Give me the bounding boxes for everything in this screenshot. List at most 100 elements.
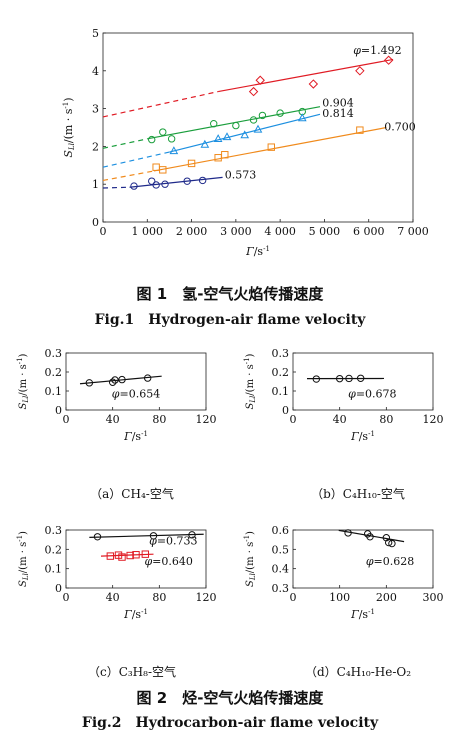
d-x-tick-label: 0: [290, 591, 297, 604]
fig1-y-tick-label: 3: [92, 103, 99, 116]
c-series-1-point: [141, 550, 150, 558]
c-series-0-label: φ=0.733: [149, 535, 197, 548]
fig1-series-3-point: [267, 143, 275, 151]
c-series-1-point: [126, 551, 134, 560]
b-series-0-point: [356, 374, 365, 382]
c-y-tick-label: 0.1: [45, 563, 63, 576]
d-plot-frame: [292, 529, 434, 589]
fig1-series-3-fit-line: [153, 126, 387, 172]
c-y-tick-label: 0: [55, 582, 62, 595]
fig1-series-4-point: [152, 181, 160, 189]
a-series-0-point: [143, 374, 152, 382]
c-x-axis-label: Γ/s-1: [123, 608, 148, 621]
c-plot-frame: [65, 529, 207, 589]
fig1-y-tick-label: 4: [92, 65, 99, 78]
fig1-series-0-point: [355, 66, 365, 76]
b-series-0-point: [335, 374, 344, 383]
fig2-caption-cn: 图 2 烃-空气火焰传播速度: [136, 689, 324, 707]
a-x-axis-label: Γ/s-1: [123, 430, 148, 443]
fig2-caption-en: Fig.2 Hydrocarbon-air flame velocity: [81, 715, 379, 731]
a-series-0-label: φ=0.654: [112, 388, 160, 401]
fig1-series-2-point: [253, 124, 263, 133]
fig1-series-1-point: [167, 135, 176, 143]
fig1-y-tick-label: 1: [92, 178, 99, 191]
fig1-series-1-point: [210, 120, 218, 128]
d-series-0-label: φ=0.628: [366, 555, 414, 568]
b-y-tick-label: 0.1: [272, 385, 290, 398]
fig1-series-3-point: [221, 151, 229, 159]
a-series-0-point: [118, 375, 126, 384]
fig1-series-3-point: [159, 166, 167, 174]
subcaption-b: （b）C₄H₁₀-空气: [311, 487, 405, 501]
fig1-caption-en: Fig.1 Hydrogen-air flame velocity: [94, 312, 366, 328]
fig1-x-tick-label: 2 000: [176, 225, 208, 238]
b-series-0-label: φ=0.678: [348, 388, 396, 401]
fig1-series-1-point: [232, 121, 240, 130]
c-x-tick-label: 120: [196, 591, 217, 604]
fig1-x-tick-label: 7 000: [397, 225, 429, 238]
fig1-series-4-point: [148, 177, 156, 185]
b-y-tick-label: 0.3: [272, 347, 290, 360]
fig1-series-1-label: 0.904: [322, 97, 354, 110]
fig1-series-0-point: [248, 86, 259, 97]
b-y-tick-label: 0: [282, 404, 289, 417]
fig1-series-2-point: [169, 146, 179, 155]
fig1-series-3-point: [152, 163, 160, 171]
d-y-tick-label: 0.4: [272, 563, 290, 576]
a-series-0-point: [85, 379, 94, 387]
fig1-plot-frame: [102, 32, 414, 223]
fig1-x-tick-label: 0: [100, 225, 107, 238]
c-series-1-point: [106, 552, 115, 560]
d-y-tick-label: 0.6: [272, 524, 290, 537]
fig1-y-axis-label: SLl/(m · s-1): [62, 97, 76, 157]
d-x-tick-label: 200: [376, 591, 397, 604]
c-series-1-point: [132, 551, 140, 559]
b-y-axis-label: SLl/(m · s-1): [243, 353, 257, 409]
c-y-tick-label: 0.3: [45, 524, 63, 537]
a-series-0-point: [111, 376, 119, 384]
fig1-series-0-point: [383, 55, 394, 65]
a-x-tick-label: 0: [63, 413, 70, 426]
fig1-series-4-label: 0.573: [225, 169, 256, 182]
fig1-y-tick-label: 2: [92, 140, 99, 153]
fig1-series-1-point: [276, 109, 284, 117]
d-series-0-point: [384, 538, 393, 547]
b-y-tick-label: 0.2: [272, 366, 290, 379]
fig1-series-4-point: [183, 177, 191, 185]
d-x-tick-label: 300: [423, 591, 444, 604]
fig1-y-tick-label: 5: [92, 27, 99, 40]
fig1-series-3-extrapolation-line: [102, 170, 155, 182]
subcaption-a: （a）CH₄-空气: [90, 487, 174, 501]
fig1-series-1-point: [148, 135, 156, 144]
c-x-tick-label: 40: [106, 591, 120, 604]
a-x-tick-label: 80: [152, 413, 166, 426]
fig1-series-0-point: [308, 79, 319, 89]
fig1-x-tick-label: 3 000: [220, 225, 252, 238]
fig1-series-2-point: [297, 113, 307, 122]
fig1-series-2-extrapolation-line: [102, 151, 170, 168]
fig1-series-3-point: [356, 126, 364, 134]
fig1-series-4-point: [130, 182, 138, 190]
a-y-tick-label: 0.1: [45, 385, 63, 398]
a-y-tick-label: 0.2: [45, 366, 63, 379]
fig1-x-tick-label: 4 000: [264, 225, 296, 238]
b-x-tick-label: 40: [333, 413, 347, 426]
b-plot-frame: [292, 352, 434, 411]
a-x-tick-label: 40: [106, 413, 120, 426]
fig1-x-axis-label: Γ/s-1: [245, 245, 270, 258]
fig1-series-4-fit-line: [129, 176, 223, 188]
c-series-1-point: [118, 553, 126, 561]
a-series-0-point: [108, 378, 117, 386]
c-series-0-fit-line: [89, 533, 204, 538]
fig1-series-4-point: [198, 176, 207, 185]
d-series-0-point: [344, 529, 352, 537]
d-y-axis-label: SLl/(m · s-1): [243, 531, 257, 587]
d-x-tick-label: 100: [329, 591, 350, 604]
b-x-tick-label: 0: [290, 413, 297, 426]
c-series-0-point: [149, 532, 158, 540]
fig1-series-1-point: [258, 111, 267, 120]
fig1-y-tick-label: 0: [92, 216, 99, 229]
fig1-series-1-point: [159, 128, 167, 136]
fig1-series-0-point: [255, 75, 265, 85]
